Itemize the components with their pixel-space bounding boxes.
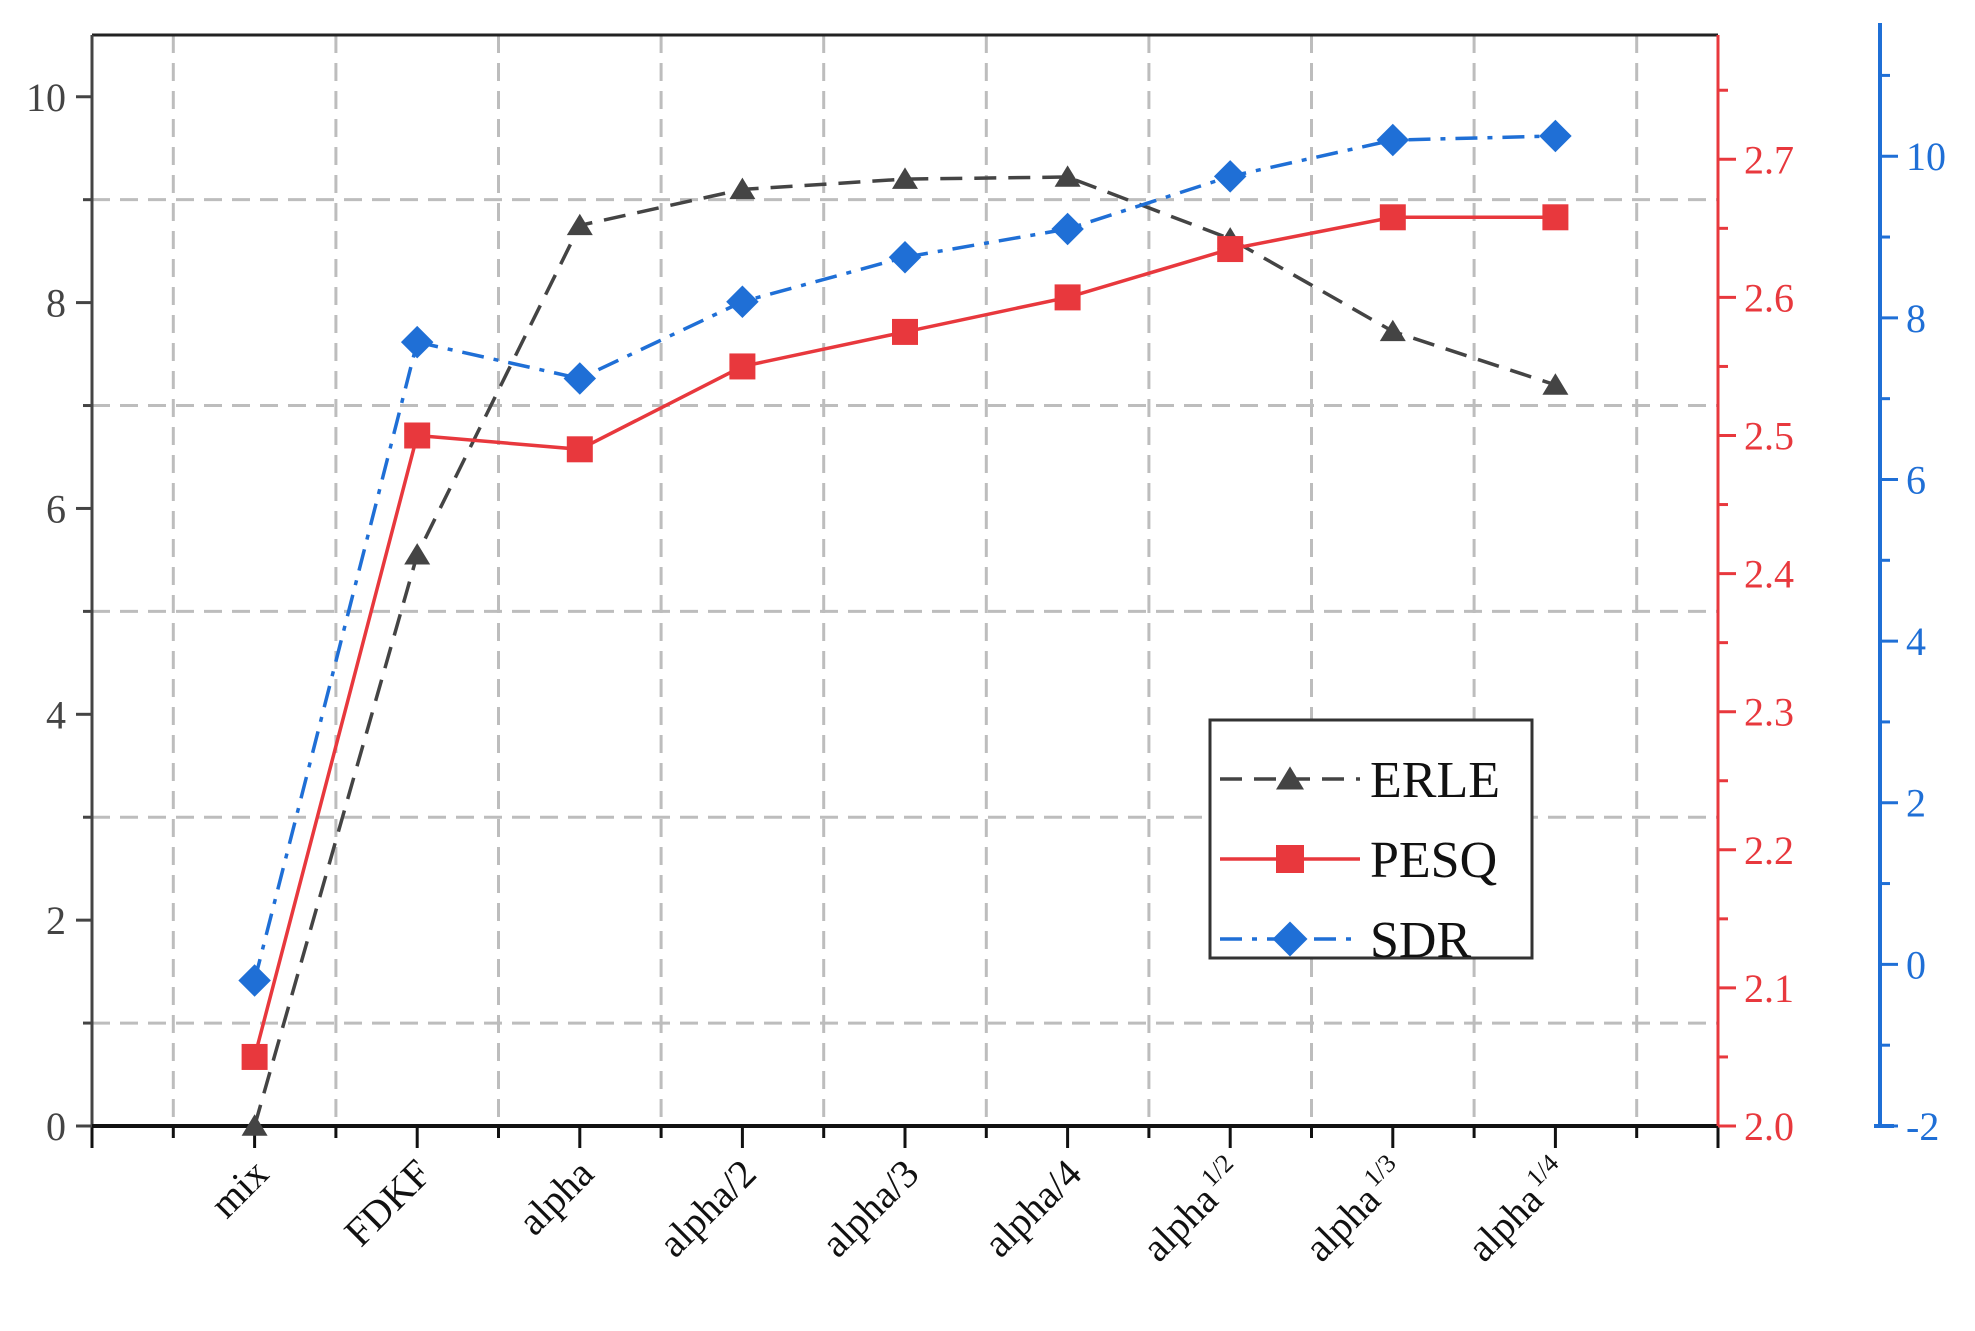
data-point-diamond	[1051, 212, 1084, 246]
data-point-square	[1217, 236, 1244, 263]
data-point-triangle	[1276, 766, 1304, 790]
sdr-tick-label: 10	[1906, 134, 1946, 179]
left-tick-label: 8	[46, 281, 66, 326]
left-tick-label: 0	[46, 1104, 66, 1149]
data-point-square	[566, 436, 593, 463]
data-point-triangle	[1379, 319, 1406, 342]
data-point-triangle	[892, 167, 918, 189]
x-tick-label: alpha	[509, 1150, 602, 1243]
series	[238, 119, 1572, 1136]
pesq-tick-label: 2.3	[1744, 690, 1794, 735]
data-point-diamond	[726, 285, 759, 318]
axes	[76, 23, 1898, 1148]
left-tick-label: 2	[46, 898, 66, 943]
legend-label-erle: ERLE	[1370, 752, 1500, 809]
x-tick-label: alpha1/2	[1131, 1148, 1253, 1270]
data-point-triangle	[566, 213, 593, 236]
data-point-square	[404, 422, 431, 449]
series-line-sdr	[252, 134, 1556, 981]
sdr-tick-label: 6	[1906, 457, 1926, 502]
sdr-tick-label: 4	[1906, 619, 1926, 664]
data-point-diamond	[888, 240, 922, 274]
sdr-tick-label: 0	[1906, 942, 1926, 987]
data-point-triangle	[241, 1114, 268, 1136]
x-tick-label: FDKF	[335, 1151, 439, 1255]
left-tick-label: 6	[46, 486, 66, 531]
pesq-tick-label: 2.6	[1744, 275, 1794, 320]
legend-box	[1208, 718, 1534, 960]
pesq-tick-label: 2.0	[1744, 1104, 1794, 1149]
data-point-square	[241, 1043, 268, 1070]
grid	[92, 35, 1718, 1126]
data-point-square	[729, 353, 756, 380]
series-line-erle	[252, 175, 1556, 1127]
pesq-tick-label: 2.2	[1744, 828, 1794, 873]
data-point-diamond	[238, 964, 271, 997]
sdr-tick-label: -2	[1906, 1104, 1939, 1149]
data-point-triangle	[1542, 373, 1569, 395]
data-point-triangle	[404, 543, 431, 565]
pesq-tick-label: 2.5	[1744, 413, 1794, 458]
left-tick-label: 4	[46, 692, 66, 737]
data-point-square	[1054, 284, 1081, 311]
left-tick-label: 10	[26, 75, 66, 120]
legend: ERLE PESQ SDR	[1208, 718, 1534, 969]
x-tick-label: alpha1/3	[1294, 1148, 1416, 1270]
data-point-triangle	[729, 177, 756, 200]
data-point-diamond	[563, 362, 597, 395]
x-tick-label: alpha/4	[975, 1151, 1090, 1266]
data-point-diamond	[1272, 921, 1308, 957]
data-point-square	[1379, 204, 1406, 231]
sdr-tick-label: 8	[1906, 296, 1926, 341]
data-point-square	[1276, 845, 1304, 873]
tick-labels: 0 2 4 6 8 10 2.0 2.1 2.2 2.3 2.4 2.5 2.6 2.7 -2 0 2 4 6 8 10…	[26, 75, 1946, 1270]
legend-label-pesq: PESQ	[1370, 832, 1497, 889]
x-tick-label: alpha/2	[650, 1151, 765, 1266]
legend-label-sdr: SDR	[1370, 912, 1471, 969]
pesq-tick-label: 2.4	[1744, 552, 1794, 597]
pesq-tick-label: 2.1	[1744, 966, 1794, 1011]
data-point-diamond	[1376, 123, 1410, 157]
data-point-triangle	[1054, 165, 1081, 187]
x-tick-label: mix	[201, 1151, 277, 1227]
data-point-square	[892, 318, 918, 345]
data-point-square	[1542, 204, 1569, 231]
pesq-tick-label: 2.7	[1744, 137, 1794, 182]
sdr-tick-label: 2	[1906, 781, 1926, 826]
data-point-diamond	[400, 325, 434, 359]
data-point-diamond	[1213, 160, 1247, 193]
x-tick-label: alpha1/4	[1456, 1148, 1578, 1270]
data-point-diamond	[1539, 119, 1572, 153]
x-tick-label: alpha/3	[812, 1151, 927, 1266]
